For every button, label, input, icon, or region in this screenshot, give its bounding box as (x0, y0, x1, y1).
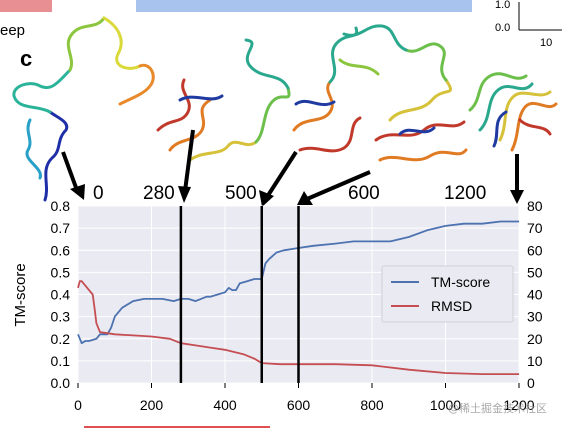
top-pink-bar (0, 0, 52, 12)
snapshot-label-0: 0 (93, 183, 104, 204)
y-right-tick-label: 30 (527, 309, 543, 325)
inset-tick-bottom: 0.0 (495, 22, 510, 34)
y-right-tick-label: 20 (527, 331, 543, 347)
protein-structure-1 (12, 16, 155, 202)
legend-label-tm: TM-score (431, 274, 490, 290)
x-tick-label: 1200 (503, 397, 534, 413)
x-tick-label: 400 (213, 397, 237, 413)
fragment-text: eep (0, 22, 25, 39)
x-tick-label: 1000 (430, 397, 461, 413)
y-tick-label: 0.2 (51, 331, 71, 347)
x-tick-label: 600 (287, 397, 311, 413)
x-tick-label: 0 (74, 397, 82, 413)
series-line-rmsd (77, 280, 519, 376)
legend-box (381, 265, 514, 323)
protein-structure-3 (292, 26, 380, 153)
inset-axis: 1.0 0.0 10 (495, 0, 562, 49)
arrow-600 (297, 170, 371, 205)
inset-tick-top: 1.0 (495, 0, 510, 11)
y-right-tick-label: 10 (527, 353, 543, 369)
top-blue-bar (136, 0, 472, 12)
chart: 0.0 0.1 0.2 0.3 0.4 0.5 0.6 0.7 0.8 0 10 20 30 40 50 6… (12, 198, 543, 413)
y-right-tick-label: 70 (527, 220, 543, 236)
snapshot-label-1200: 1200 (444, 183, 486, 204)
series-line-tm-score (77, 220, 519, 345)
legend: TM-score RMSD (381, 265, 514, 323)
x-tick-label: 800 (360, 397, 384, 413)
protein-structure-5 (468, 72, 558, 152)
snapshot-label-600: 600 (348, 183, 380, 204)
y-right-tick-label: 60 (527, 242, 543, 258)
annotation-arrows (61, 129, 524, 207)
y-tick-label: 0.3 (51, 309, 71, 325)
snapshot-label-280: 280 (143, 183, 175, 204)
x-axis: 0 200 400 600 800 1000 1200 (74, 383, 535, 413)
watermark: @稀土掘金技术社区 (448, 401, 547, 415)
x-tick-label: 200 (140, 397, 164, 413)
y-tick-label: 0.1 (51, 353, 71, 369)
y-right-tick-label: 80 (527, 198, 543, 214)
y-tick-label: 0.0 (51, 375, 71, 391)
y-tick-label: 0.6 (51, 242, 71, 258)
y-right-tick-label: 50 (527, 264, 543, 280)
y-tick-label: 0.7 (51, 220, 71, 236)
snapshot-label-500: 500 (225, 183, 257, 204)
y-axis-right: 0 10 20 30 40 50 60 70 80 (527, 198, 543, 391)
y-tick-label: 0.4 (51, 287, 71, 303)
protein-structures (12, 16, 558, 202)
iteration-markers (179, 206, 300, 383)
y-axis-left: 0.0 0.1 0.2 0.3 0.4 0.5 0.6 0.7 0.8 (51, 198, 71, 391)
arrow-280 (178, 129, 195, 203)
protein-structure-2 (156, 38, 291, 162)
y-tick-label: 0.8 (51, 198, 71, 214)
arrow-0 (61, 151, 85, 200)
y-tick-label: 0.5 (51, 264, 71, 280)
protein-structure-4 (342, 24, 468, 162)
series-lines (77, 220, 519, 376)
y-axis-label: TM-score (12, 263, 29, 326)
arrow-500 (259, 150, 298, 207)
y-right-tick-label: 40 (527, 287, 543, 303)
inset-tick-x: 10 (540, 37, 552, 49)
panel-label: c (20, 46, 32, 71)
y-right-tick-label: 0 (527, 375, 535, 391)
legend-label-rmsd: RMSD (431, 298, 472, 314)
arrow-1200 (510, 154, 524, 204)
